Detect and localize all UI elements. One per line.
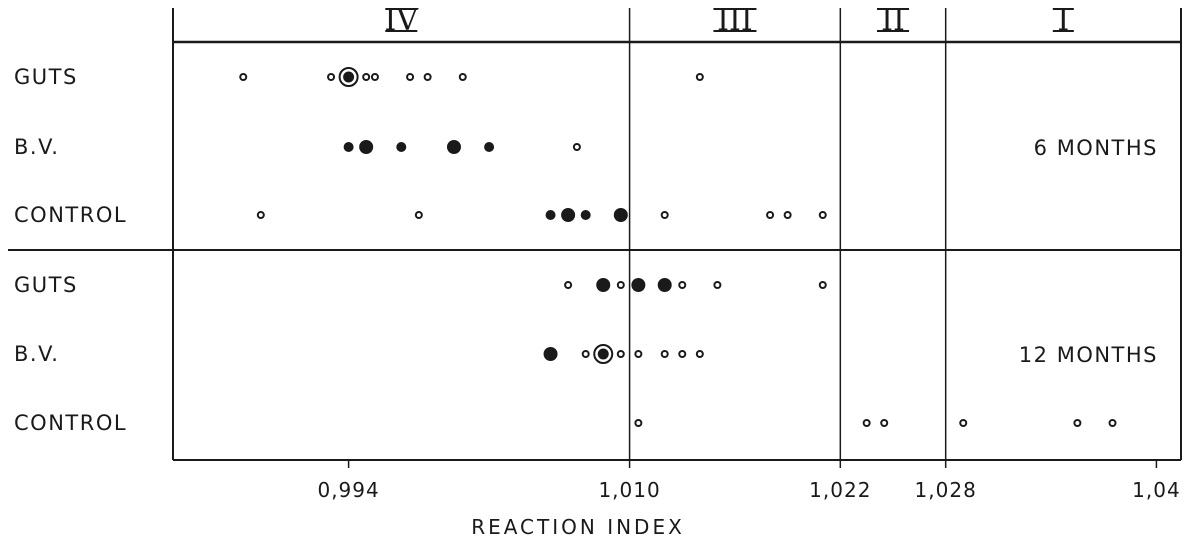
data-point xyxy=(959,419,968,427)
data-point xyxy=(545,210,556,220)
data-point xyxy=(660,211,669,219)
x-tick-labels: 0,994 1,010 1,022 1,028 1,04 xyxy=(317,478,1181,502)
zone-label: II xyxy=(881,3,905,38)
data-point xyxy=(359,140,374,154)
data-point xyxy=(657,278,672,292)
chart-frame xyxy=(8,8,1182,468)
data-point xyxy=(596,278,611,292)
data-point xyxy=(695,73,704,81)
data-point xyxy=(362,73,371,81)
data-point xyxy=(327,73,336,81)
x-tick-label: 1,010 xyxy=(598,478,660,502)
data-point-core xyxy=(597,348,609,360)
data-point xyxy=(484,142,495,152)
data-point xyxy=(561,208,576,222)
data-point xyxy=(543,347,558,361)
x-tick-label: 1,022 xyxy=(809,478,871,502)
data-point xyxy=(631,278,646,292)
data-point xyxy=(370,73,379,81)
zone-labels: IV III II I xyxy=(385,3,1074,38)
data-point xyxy=(613,208,628,222)
row-labels: GUTS B.V. CONTROL GUTS B.V. CONTROL xyxy=(14,65,127,435)
row-label: CONTROL xyxy=(14,203,127,227)
x-tick-label: 0,994 xyxy=(317,478,379,502)
data-point xyxy=(256,211,265,219)
period-labels: 6 MONTHS 12 MONTHS xyxy=(1019,136,1158,367)
period-label: 6 MONTHS xyxy=(1034,136,1158,160)
data-point xyxy=(564,281,573,289)
data-point xyxy=(634,419,643,427)
data-point xyxy=(406,73,415,81)
row-label: B.V. xyxy=(14,135,59,159)
data-point xyxy=(338,67,359,87)
data-point xyxy=(880,419,889,427)
data-point xyxy=(818,281,827,289)
row-label: GUTS xyxy=(14,273,78,297)
data-point xyxy=(580,210,591,220)
data-points xyxy=(239,67,1117,427)
data-point xyxy=(818,211,827,219)
data-point xyxy=(695,350,704,358)
data-point xyxy=(766,211,775,219)
data-point xyxy=(343,142,354,152)
x-tick-label: 1,04 xyxy=(1132,478,1181,502)
data-point xyxy=(783,211,792,219)
data-point xyxy=(862,419,871,427)
row-label: GUTS xyxy=(14,65,78,89)
data-point xyxy=(678,281,687,289)
data-point xyxy=(396,142,407,152)
data-point xyxy=(458,73,467,81)
data-point xyxy=(423,73,432,81)
data-point xyxy=(1073,419,1082,427)
data-point xyxy=(634,350,643,358)
x-tick-label: 1,028 xyxy=(915,478,977,502)
data-point-core xyxy=(343,71,355,83)
data-point xyxy=(593,344,614,364)
row-label: CONTROL xyxy=(14,411,127,435)
data-point xyxy=(678,350,687,358)
period-label: 12 MONTHS xyxy=(1019,343,1158,367)
data-point xyxy=(616,350,625,358)
data-point xyxy=(446,140,461,154)
zone-label: I xyxy=(1057,3,1069,38)
data-point xyxy=(239,73,248,81)
data-point xyxy=(1108,419,1117,427)
row-label: B.V. xyxy=(14,342,59,366)
data-point xyxy=(581,350,590,358)
data-point xyxy=(572,143,581,151)
data-point xyxy=(616,281,625,289)
data-point xyxy=(660,350,669,358)
data-point xyxy=(713,281,722,289)
x-axis-title: REACTION INDEX xyxy=(471,515,685,539)
data-point xyxy=(414,211,423,219)
